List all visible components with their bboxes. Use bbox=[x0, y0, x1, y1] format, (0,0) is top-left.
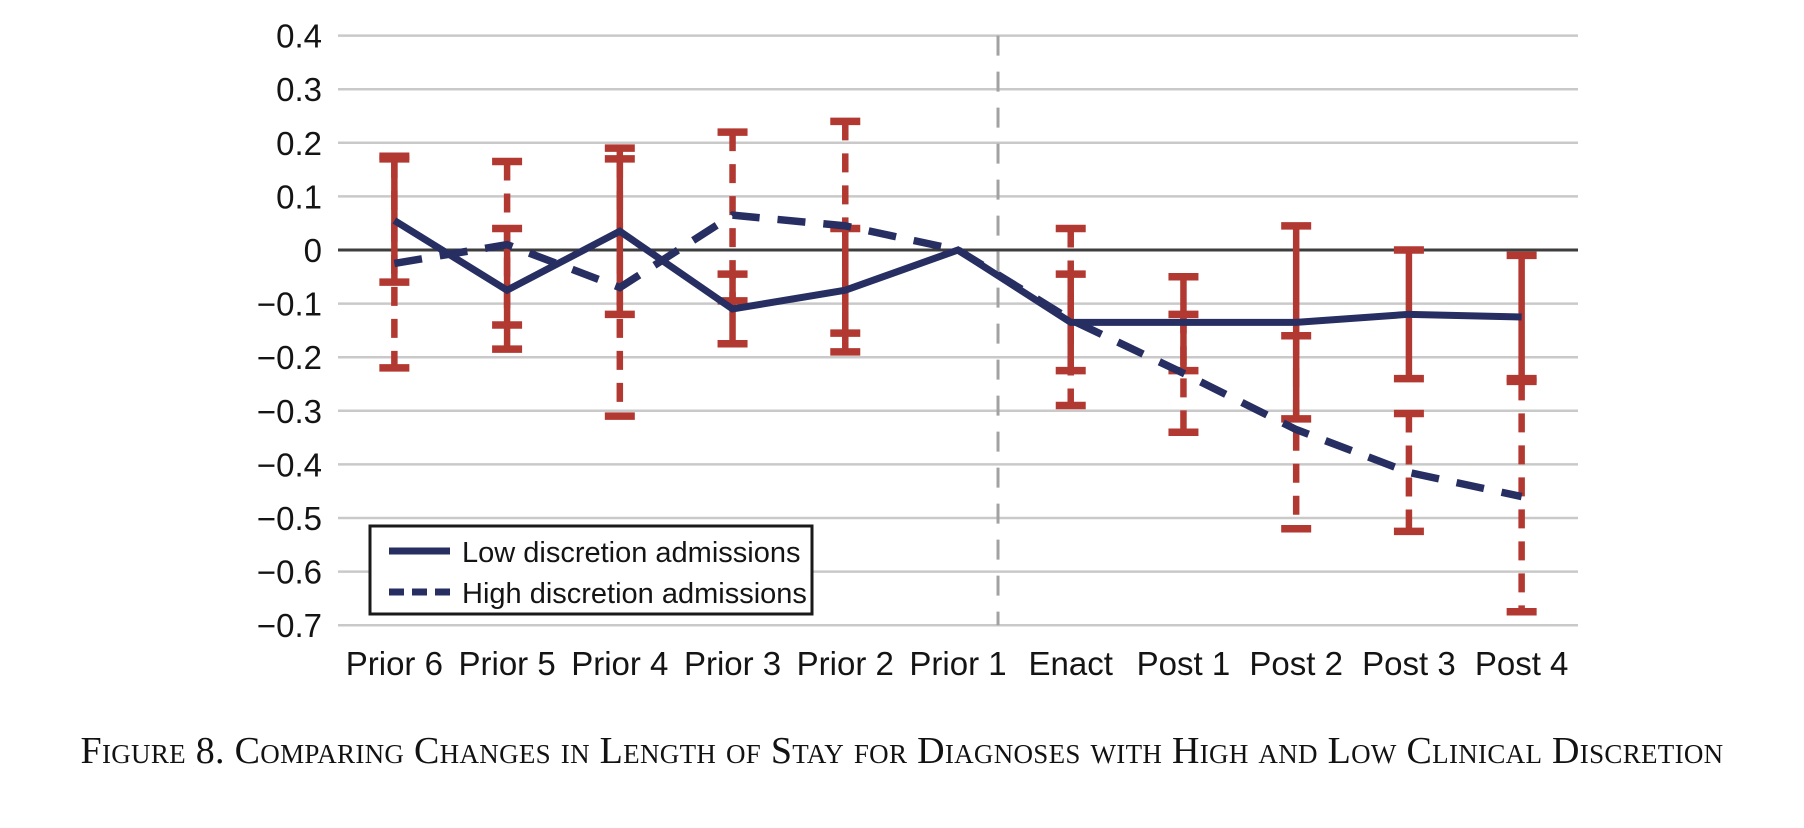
y-tick-label: −0.3 bbox=[257, 393, 322, 430]
x-tick-label: Enact bbox=[1029, 645, 1113, 682]
legend-label-high: High discretion admissions bbox=[462, 578, 807, 610]
y-tick-label: −0.2 bbox=[257, 339, 322, 376]
low-discretion-line bbox=[392, 217, 1522, 326]
series-lines bbox=[392, 211, 1523, 501]
x-tick-label: Post 1 bbox=[1137, 645, 1231, 682]
x-tick-label: Prior 3 bbox=[684, 645, 781, 682]
y-axis-tick-labels: 0.4 0.3 0.2 0.1 0 −0.1 −0.2 −0.3 −0.4 −0.5 −0.6 −0.… bbox=[257, 18, 322, 645]
legend-box bbox=[368, 524, 814, 616]
x-tick-label: Post 3 bbox=[1362, 645, 1456, 682]
y-tick-label: 0.4 bbox=[276, 18, 322, 55]
x-axis-tick-labels: Prior 6 Prior 5 Prior 4 Prior 3 Prior 2 Prior… bbox=[346, 645, 1569, 682]
y-tick-label: 0 bbox=[304, 232, 322, 269]
y-tick-label: −0.1 bbox=[257, 286, 322, 323]
y-tick-label: 0.3 bbox=[276, 71, 322, 108]
legend: Low discretion admissions High discretio… bbox=[368, 524, 814, 616]
figure-caption: Figure 8. Comparing Changes in Length of… bbox=[80, 730, 1724, 772]
x-tick-label: Prior 4 bbox=[571, 645, 668, 682]
y-tick-label: −0.5 bbox=[257, 500, 322, 537]
x-tick-label: Prior 5 bbox=[458, 645, 555, 682]
x-tick-label: Prior 2 bbox=[797, 645, 894, 682]
legend-label-low: Low discretion admissions bbox=[462, 537, 800, 569]
y-tick-label: 0.1 bbox=[276, 178, 322, 215]
x-tick-label: Prior 6 bbox=[346, 645, 443, 682]
x-tick-label: Prior 1 bbox=[909, 645, 1006, 682]
y-tick-label: −0.7 bbox=[257, 607, 322, 644]
x-tick-label: Post 2 bbox=[1249, 645, 1343, 682]
y-tick-label: −0.6 bbox=[257, 554, 322, 591]
y-tick-label: 0.2 bbox=[276, 125, 322, 162]
x-tick-label: Post 4 bbox=[1475, 645, 1569, 682]
high-discretion-line bbox=[393, 211, 1523, 501]
los-discretion-chart: 0.4 0.3 0.2 0.1 0 −0.1 −0.2 −0.3 −0.4 −0.5 −0.6 −0.… bbox=[257, 18, 1578, 682]
y-tick-label: −0.4 bbox=[257, 446, 322, 483]
